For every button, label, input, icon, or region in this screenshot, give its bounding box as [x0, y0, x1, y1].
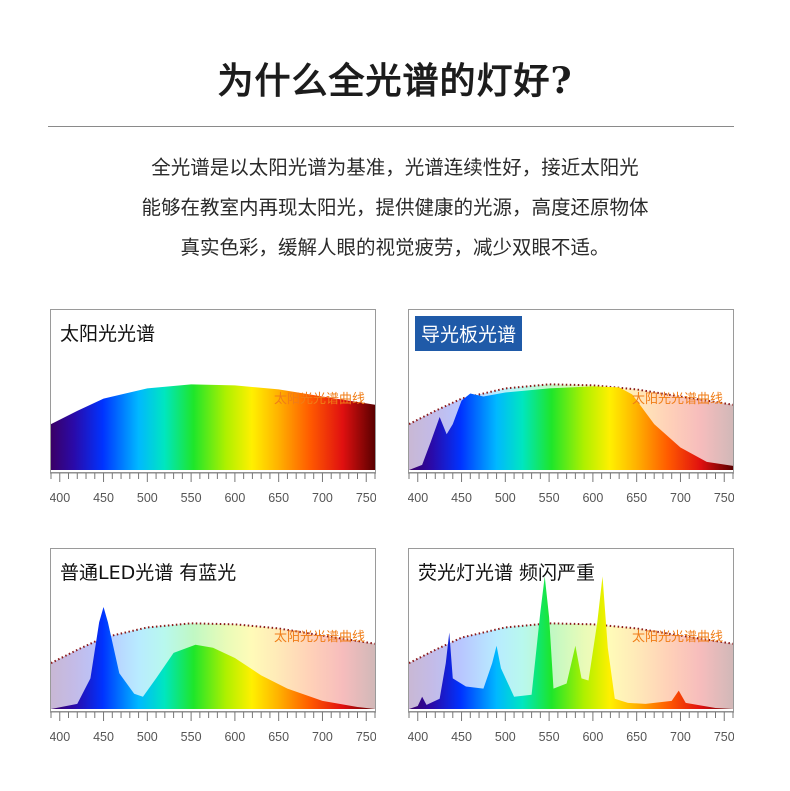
axis-svg: 400 450 500 550 600 650 700 750 — [408, 472, 734, 505]
chart-title: 荧光灯光谱 频闪严重 — [418, 562, 596, 584]
tick-label: 600 — [582, 730, 603, 744]
tick-label: 500 — [137, 491, 158, 505]
chart-panel-sunlight: 太阳光光谱 太阳光光谱曲线 — [50, 309, 376, 473]
spectrum-svg — [51, 384, 375, 470]
intro-text: 全光谱是以太阳光谱为基准，光谱连续性好，接近太阳光 能够在教室内再现太阳光，提供… — [0, 148, 790, 268]
axis-svg: 400 450 500 550 600 650 700 750 — [408, 711, 734, 744]
tick-label: 700 — [312, 730, 333, 744]
chart-panel-fluorescent: 荧光灯光谱 频闪严重 太阳光光谱曲线 — [408, 548, 734, 712]
tick-label: 450 — [93, 491, 114, 505]
page-title: 为什么全光谱的灯好? — [217, 60, 573, 102]
spectrum-area — [409, 386, 733, 470]
x-axis-fluorescent: 400 450 500 550 600 650 700 750 — [408, 711, 734, 747]
tick-label: 750 — [356, 491, 376, 505]
tick-label: 600 — [224, 730, 245, 744]
spectrum-area — [51, 607, 375, 709]
tick-label: 500 — [137, 730, 158, 744]
tick-label: 450 — [93, 730, 114, 744]
tick-label: 550 — [539, 491, 560, 505]
chart-title: 普通LED光谱 有蓝光 — [60, 562, 237, 584]
tick-label: 550 — [181, 730, 202, 744]
tick-label: 400 — [408, 491, 428, 505]
tick-label: 650 — [626, 730, 647, 744]
spectrum-svg — [409, 576, 733, 709]
tick-label: 700 — [670, 730, 691, 744]
tick-label: 750 — [356, 730, 376, 744]
tick-label: 700 — [670, 491, 691, 505]
tick-label: 550 — [539, 730, 560, 744]
tick-label: 450 — [451, 491, 472, 505]
intro-line-3: 真实色彩，缓解人眼的视觉疲劳，减少双眼不适。 — [180, 236, 610, 259]
tick-label: 750 — [714, 491, 734, 505]
chart-title: 导光板光谱 — [415, 316, 523, 351]
axis-svg: 400 450 500 550 600 650 700 750 — [50, 711, 376, 744]
tick-label: 400 — [50, 730, 70, 744]
tick-label: 550 — [181, 491, 202, 505]
x-axis-led: 400 450 500 550 600 650 700 750 — [50, 711, 376, 747]
reference-curve — [51, 622, 375, 664]
tick-label: 750 — [714, 730, 734, 744]
intro-line-2: 能够在教室内再现太阳光，提供健康的光源，高度还原物体 — [141, 196, 649, 219]
axis-svg: 400 450 500 550 600 650 700 750 — [50, 472, 376, 505]
tick-label: 650 — [626, 491, 647, 505]
curve-label: 太阳光光谱曲线 — [631, 630, 723, 645]
curve-label: 太阳光光谱曲线 — [273, 630, 365, 645]
spectrum-area — [51, 384, 375, 470]
intro-line-1: 全光谱是以太阳光谱为基准，光谱连续性好，接近太阳光 — [151, 156, 639, 179]
tick-label: 450 — [451, 730, 472, 744]
curve-label: 太阳光光谱曲线 — [631, 392, 723, 407]
tick-label: 400 — [408, 730, 428, 744]
tick-label: 600 — [582, 491, 603, 505]
x-axis-sunlight: 400 450 500 550 600 650 700 750 — [50, 472, 376, 508]
spectrum-area — [409, 576, 733, 709]
spectrum-svg — [51, 607, 375, 709]
x-axis-light-guide: 400 450 500 550 600 650 700 750 — [408, 472, 734, 508]
tick-label: 600 — [224, 491, 245, 505]
title-divider — [48, 126, 734, 127]
tick-label: 500 — [495, 491, 516, 505]
reference-curve — [409, 622, 733, 664]
tick-label: 500 — [495, 730, 516, 744]
spectrum-svg — [409, 383, 733, 470]
chart-panel-led: 普通LED光谱 有蓝光 太阳光光谱曲线 — [50, 548, 376, 712]
tick-label: 650 — [268, 730, 289, 744]
tick-label: 400 — [50, 491, 70, 505]
tick-label: 700 — [312, 491, 333, 505]
chart-title: 太阳光光谱 — [60, 323, 156, 345]
tick-label: 650 — [268, 491, 289, 505]
reference-curve — [409, 383, 733, 425]
chart-panel-light-guide: 导光板光谱 太阳光光谱曲线 — [408, 309, 734, 473]
curve-label: 太阳光光谱曲线 — [273, 392, 365, 407]
